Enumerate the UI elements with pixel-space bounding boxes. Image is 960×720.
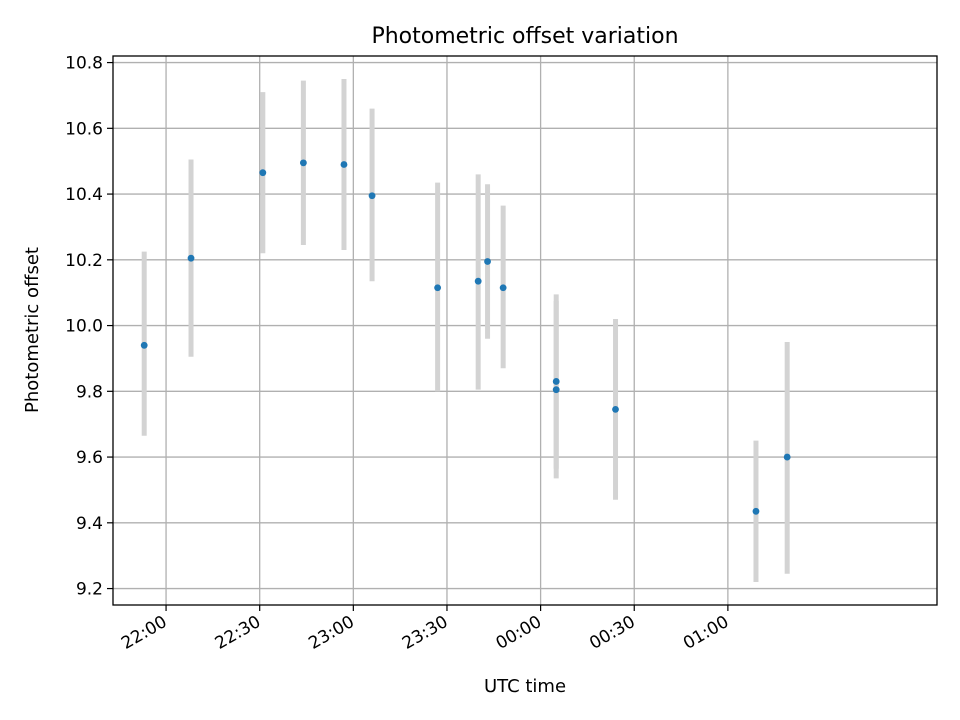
- data-point: [499, 284, 507, 292]
- x-axis-ticks: 22:00 22:30 23:00 23:30 00:00 00:30 01:00: [118, 605, 732, 654]
- error-bars: [141, 79, 790, 582]
- data-point: [340, 161, 348, 168]
- x-axis-label: UTC time: [484, 676, 566, 697]
- y-tick-label: 9.6: [76, 448, 103, 468]
- data-point: [474, 277, 482, 285]
- x-tick-label: 23:30: [399, 612, 451, 654]
- y-tick-label: 9.2: [76, 580, 103, 600]
- chart-title: Photometric offset variation: [371, 24, 678, 49]
- data-point: [552, 378, 560, 385]
- data-points: [140, 159, 791, 515]
- data-point: [484, 258, 491, 265]
- x-tick-label: 22:00: [118, 612, 170, 654]
- y-tick-label: 10.2: [65, 251, 103, 271]
- data-point: [552, 386, 560, 394]
- data-point: [259, 169, 267, 177]
- y-tick-label: 10.8: [65, 54, 103, 74]
- x-tick-label: 01:00: [680, 612, 732, 654]
- y-tick-label: 10.4: [65, 185, 103, 205]
- x-tick-label: 00:00: [493, 612, 545, 654]
- data-point: [368, 192, 376, 200]
- plot-frame: [112, 55, 938, 606]
- data-point: [140, 341, 148, 349]
- x-tick-label: 23:00: [305, 612, 357, 654]
- data-point: [187, 254, 195, 262]
- y-axis-ticks: 9.2 9.4 9.6 9.8 10.0 10.2 10.4 10.6 10.8: [65, 54, 113, 600]
- y-tick-label: 10.6: [65, 119, 103, 139]
- data-point: [434, 284, 442, 292]
- y-tick-label: 10.0: [65, 317, 103, 337]
- grid: [113, 56, 937, 605]
- data-point: [752, 507, 760, 515]
- data-point: [299, 159, 307, 167]
- data-point: [783, 453, 791, 461]
- data-point: [612, 405, 619, 413]
- x-tick-label: 22:30: [212, 612, 264, 654]
- y-axis-label: Photometric offset: [22, 247, 43, 413]
- y-tick-label: 9.8: [76, 382, 103, 402]
- x-tick-label: 00:30: [586, 612, 638, 654]
- y-tick-label: 9.4: [76, 514, 103, 534]
